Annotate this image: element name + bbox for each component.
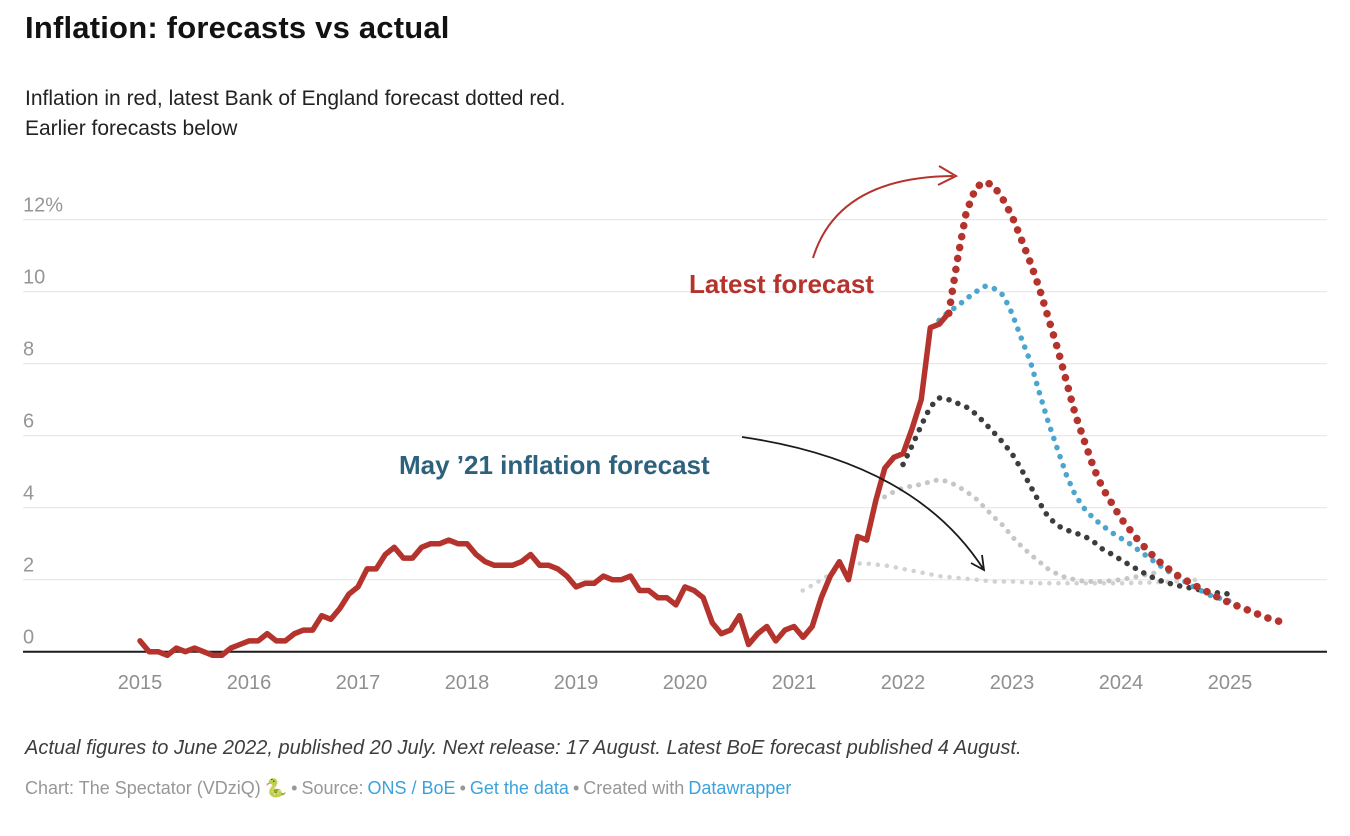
separator-dot: • bbox=[459, 778, 466, 798]
series-nov21_forecast bbox=[882, 477, 1160, 584]
x-tick-label: 2021 bbox=[772, 672, 817, 694]
x-tick-label: 2017 bbox=[336, 672, 381, 694]
x-tick-label: 2018 bbox=[445, 672, 490, 694]
subtitle-line-2: Earlier forecasts below bbox=[25, 117, 238, 140]
series-actual bbox=[137, 310, 952, 659]
y-tick-label: 10 bbox=[23, 267, 45, 289]
x-tick-label: 2023 bbox=[990, 672, 1035, 694]
source-label: Source: bbox=[301, 778, 364, 798]
x-tick-label: 2025 bbox=[1208, 672, 1253, 694]
latest-forecast-arrow bbox=[812, 175, 954, 259]
snake-emoji: 🐍 bbox=[264, 778, 288, 798]
separator-dot: • bbox=[572, 778, 580, 798]
y-tick-label: 4 bbox=[23, 483, 34, 505]
credit-chart-byline: Chart: The Spectator (VDziQ) bbox=[25, 778, 261, 798]
annotation-latest-forecast: Latest forecast bbox=[689, 269, 874, 299]
may21-forecast-arrow bbox=[741, 436, 985, 571]
source-link[interactable]: ONS / BoE bbox=[367, 778, 456, 798]
y-tick-label: 8 bbox=[23, 339, 34, 361]
x-tick-label: 2022 bbox=[881, 672, 926, 694]
chart-subtitle: Inflation in red, latest Bank of England… bbox=[25, 84, 566, 144]
x-tick-label: 2020 bbox=[663, 672, 708, 694]
footnote: Actual figures to June 2022, published 2… bbox=[25, 737, 1022, 759]
chart-series bbox=[137, 178, 1289, 659]
separator-dot: • bbox=[291, 778, 298, 798]
annotation-may21-forecast: May ’21 inflation forecast bbox=[399, 450, 710, 480]
series-latest_forecast bbox=[945, 178, 1289, 627]
x-tick-label: 2024 bbox=[1099, 672, 1144, 694]
series-may21_forecast bbox=[800, 561, 1200, 593]
latest-forecast-arrowhead bbox=[937, 165, 959, 186]
created-with-label: Created with bbox=[583, 778, 685, 798]
y-tick-label: 0 bbox=[23, 627, 34, 649]
subtitle-line-1: Inflation in red, latest Bank of England… bbox=[25, 87, 566, 110]
y-tick-label: 12% bbox=[23, 195, 63, 217]
may21-forecast-arrowhead bbox=[970, 554, 986, 572]
x-tick-label: 2016 bbox=[227, 672, 272, 694]
page-title: Inflation: forecasts vs actual bbox=[25, 10, 450, 45]
x-tick-label: 2015 bbox=[118, 672, 163, 694]
get-the-data-link[interactable]: Get the data bbox=[469, 778, 569, 798]
y-tick-label: 2 bbox=[23, 555, 34, 577]
datawrapper-link[interactable]: Datawrapper bbox=[688, 778, 792, 798]
y-tick-label: 6 bbox=[23, 411, 34, 433]
gridlines bbox=[23, 219, 1327, 653]
series-feb22_forecast bbox=[900, 395, 1233, 597]
axis-labels: 0 2 4 6 8 10 12% 2015 2016 2017 2018 2019 2020 2021 20… bbox=[23, 195, 1252, 694]
credit-line: Chart: The Spectator (VDziQ) 🐍 • Source: ONS… bbox=[25, 778, 795, 799]
x-tick-label: 2019 bbox=[554, 672, 599, 694]
